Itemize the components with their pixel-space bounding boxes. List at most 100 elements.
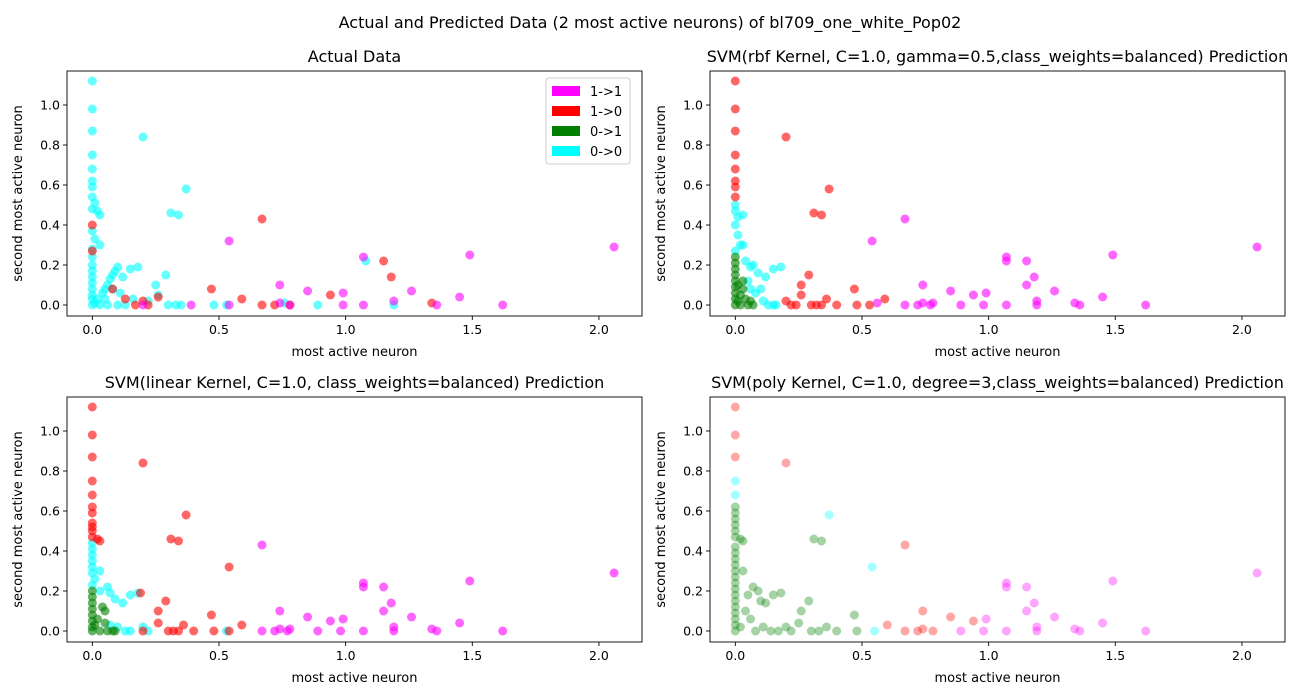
point-0-to-0 bbox=[115, 288, 125, 298]
point-0-to-1 bbox=[756, 596, 766, 606]
point-1-to-0 bbox=[918, 624, 928, 634]
x-axis-label: most active neuron bbox=[292, 671, 418, 686]
point-0-to-1 bbox=[730, 614, 740, 624]
point-1-to-0 bbox=[138, 626, 148, 636]
x-tick-label: 1.0 bbox=[979, 648, 999, 663]
y-tick-label: 0.8 bbox=[40, 138, 60, 153]
point-1-to-1 bbox=[432, 300, 442, 310]
legend-swatch-0-to-0 bbox=[552, 146, 580, 156]
point-1-to-0 bbox=[809, 208, 819, 218]
point-1-to-0 bbox=[791, 300, 801, 310]
axes-frame bbox=[66, 396, 643, 643]
point-0-to-1 bbox=[768, 590, 778, 600]
point-1-to-1 bbox=[275, 298, 285, 308]
y-tick-label: 0.2 bbox=[683, 258, 703, 273]
point-1-to-0 bbox=[817, 210, 826, 220]
point-1-to-1 bbox=[918, 298, 928, 308]
point-0-to-1 bbox=[92, 614, 102, 624]
point-1-to-0 bbox=[730, 126, 740, 136]
legend: 1->1 1->0 0->1 0->0 bbox=[545, 77, 631, 165]
point-1-to-1 bbox=[872, 298, 882, 308]
point-1-to-1 bbox=[407, 286, 416, 296]
point-0-to-1 bbox=[781, 622, 791, 632]
point-0-to-0 bbox=[738, 240, 748, 250]
point-0-to-1 bbox=[776, 588, 786, 598]
axes-frame bbox=[709, 70, 1286, 317]
point-0-to-0 bbox=[87, 182, 97, 192]
point-0-to-1 bbox=[796, 606, 806, 616]
point-0-to-1 bbox=[730, 520, 740, 530]
point-0-to-0 bbox=[730, 476, 740, 486]
point-1-to-1 bbox=[1075, 300, 1085, 310]
point-1-to-0 bbox=[224, 562, 234, 572]
point-1-to-0 bbox=[379, 256, 389, 266]
point-1-to-1 bbox=[1029, 272, 1039, 282]
point-1-to-0 bbox=[120, 294, 130, 304]
point-1-to-1 bbox=[1050, 286, 1059, 296]
x-axis-label: most active neuron bbox=[935, 345, 1061, 360]
point-0-to-0 bbox=[105, 588, 115, 598]
point-0-to-0 bbox=[867, 562, 877, 572]
point-0-to-0 bbox=[95, 586, 105, 596]
x-tick-label: 2.0 bbox=[589, 648, 609, 663]
point-1-to-0 bbox=[87, 246, 97, 256]
point-0-to-0 bbox=[87, 76, 97, 86]
point-0-to-1 bbox=[758, 622, 768, 632]
x-tick-label: 0.0 bbox=[725, 648, 745, 663]
point-0-to-1 bbox=[766, 626, 776, 636]
point-0-to-1 bbox=[751, 626, 761, 636]
point-1-to-0 bbox=[108, 284, 118, 294]
point-1-to-0 bbox=[153, 606, 163, 616]
x-tick-label: 0.5 bbox=[209, 322, 229, 337]
point-1-to-0 bbox=[928, 626, 938, 636]
point-0-to-1 bbox=[738, 566, 748, 576]
x-tick-label: 1.5 bbox=[462, 322, 482, 337]
point-1-to-0 bbox=[968, 616, 978, 626]
point-1-to-0 bbox=[166, 534, 176, 544]
point-1-to-1 bbox=[358, 300, 368, 310]
y-tick-label: 0.6 bbox=[40, 178, 60, 193]
point-0-to-0 bbox=[87, 164, 97, 174]
point-1-to-0 bbox=[865, 300, 875, 310]
point-0-to-0 bbox=[824, 510, 834, 520]
point-1-to-1 bbox=[465, 576, 475, 586]
point-1-to-1 bbox=[1001, 300, 1011, 310]
point-0-to-1 bbox=[730, 502, 740, 512]
point-1-to-1 bbox=[1141, 300, 1151, 310]
point-1-to-0 bbox=[95, 536, 105, 546]
point-0-to-0 bbox=[95, 300, 105, 310]
y-tick-label: 0.0 bbox=[40, 624, 60, 639]
point-1-to-0 bbox=[730, 192, 740, 202]
point-1-to-0 bbox=[87, 508, 97, 518]
point-1-to-0 bbox=[852, 300, 862, 310]
point-0-to-0 bbox=[733, 230, 743, 240]
point-0-to-0 bbox=[125, 264, 135, 274]
y-tick-label: 0.0 bbox=[683, 298, 703, 313]
point-0-to-1 bbox=[743, 590, 753, 600]
point-0-to-1 bbox=[817, 536, 826, 546]
point-1-to-1 bbox=[1108, 576, 1118, 586]
legend-frame bbox=[545, 77, 631, 165]
legend-swatch-0-to-1 bbox=[552, 126, 580, 136]
point-1-to-0 bbox=[822, 294, 831, 304]
point-0-to-0 bbox=[166, 208, 176, 218]
point-1-to-1 bbox=[609, 242, 619, 252]
point-1-to-1 bbox=[224, 236, 234, 246]
y-tick-label: 0.6 bbox=[683, 504, 703, 519]
legend-swatch-1-to-1 bbox=[552, 86, 580, 96]
point-1-to-1 bbox=[1108, 250, 1118, 260]
point-1-to-1 bbox=[338, 288, 348, 298]
legend-label: 0->1 bbox=[590, 125, 622, 140]
point-1-to-1 bbox=[455, 292, 465, 302]
point-1-to-1 bbox=[1022, 606, 1032, 616]
point-1-to-1 bbox=[275, 280, 285, 290]
point-1-to-1 bbox=[1252, 568, 1262, 578]
scatter-points bbox=[87, 76, 619, 310]
point-0-to-0 bbox=[161, 270, 171, 280]
point-1-to-0 bbox=[730, 182, 740, 192]
x-tick-label: 1.0 bbox=[336, 648, 356, 663]
y-tick-label: 0.6 bbox=[683, 178, 703, 193]
point-1-to-0 bbox=[163, 626, 173, 636]
point-0-to-1 bbox=[832, 626, 842, 636]
